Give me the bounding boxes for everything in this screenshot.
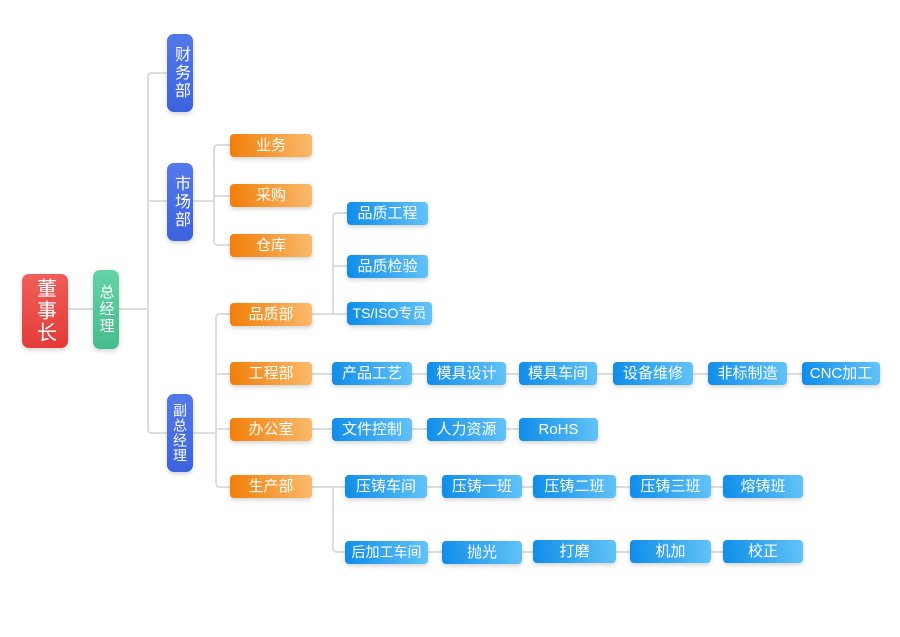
node-nonstandard-manufacturing[interactable]: 非标制造 <box>708 362 787 385</box>
node-cnc-machining[interactable]: CNC加工 <box>802 362 880 385</box>
node-mold-workshop[interactable]: 模具车间 <box>519 362 597 385</box>
node-warehouse[interactable]: 仓库 <box>230 234 312 257</box>
node-diecasting-team-1[interactable]: 压铸一班 <box>442 475 522 498</box>
node-equipment-maintenance[interactable]: 设备维修 <box>613 362 693 385</box>
node-diecasting-team-2[interactable]: 压铸二班 <box>533 475 616 498</box>
node-smelting-team[interactable]: 熔铸班 <box>723 475 803 498</box>
node-mold-design[interactable]: 模具设计 <box>427 362 506 385</box>
node-quality-dept[interactable]: 品质部 <box>230 303 312 326</box>
node-document-control[interactable]: 文件控制 <box>332 418 412 441</box>
node-deputy-general-manager[interactable]: 副总经理 <box>167 394 193 472</box>
node-polishing[interactable]: 抛光 <box>442 541 522 564</box>
node-human-resources[interactable]: 人力资源 <box>427 418 506 441</box>
node-market-dept[interactable]: 市场部 <box>167 163 193 241</box>
node-general-manager[interactable]: 总经理 <box>93 270 119 349</box>
node-machining[interactable]: 机加 <box>630 540 711 563</box>
node-diecasting-workshop[interactable]: 压铸车间 <box>345 475 427 498</box>
node-purchasing[interactable]: 采购 <box>230 184 312 207</box>
node-ts-iso-specialist[interactable]: TS/ISO专员 <box>347 302 432 325</box>
node-finance-dept[interactable]: 财务部 <box>167 34 193 112</box>
node-engineering-dept[interactable]: 工程部 <box>230 362 312 385</box>
node-diecasting-team-3[interactable]: 压铸三班 <box>630 475 711 498</box>
node-postprocessing-workshop[interactable]: 后加工车间 <box>345 541 428 564</box>
node-chairman[interactable]: 董事长 <box>22 274 68 348</box>
node-office[interactable]: 办公室 <box>230 418 312 441</box>
node-quality-engineering[interactable]: 品质工程 <box>347 202 428 225</box>
node-product-process[interactable]: 产品工艺 <box>332 362 412 385</box>
node-business[interactable]: 业务 <box>230 134 312 157</box>
node-production-dept[interactable]: 生产部 <box>230 475 312 498</box>
node-grinding[interactable]: 打磨 <box>533 540 616 563</box>
connector-group <box>67 72 803 553</box>
node-calibration[interactable]: 校正 <box>723 540 803 563</box>
node-rohs[interactable]: RoHS <box>519 418 598 441</box>
node-quality-inspection[interactable]: 品质检验 <box>347 255 428 278</box>
